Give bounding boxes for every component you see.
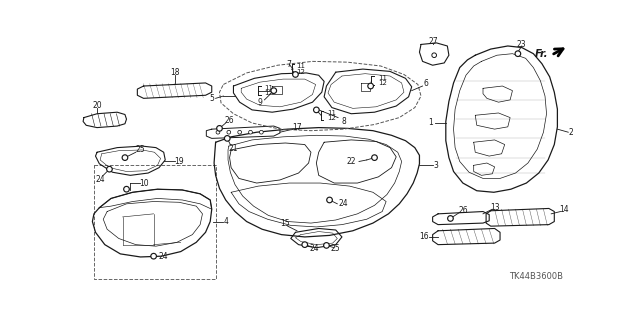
- Circle shape: [250, 131, 252, 133]
- Circle shape: [125, 188, 128, 191]
- Circle shape: [218, 127, 221, 130]
- Text: 13: 13: [491, 203, 500, 212]
- Circle shape: [216, 131, 220, 134]
- Circle shape: [239, 131, 241, 133]
- Circle shape: [314, 107, 319, 113]
- Text: 24: 24: [159, 252, 168, 261]
- Text: Fr.: Fr.: [535, 49, 548, 59]
- Circle shape: [292, 72, 298, 77]
- Text: 25: 25: [331, 244, 340, 253]
- Circle shape: [228, 131, 230, 133]
- Text: 11: 11: [264, 85, 274, 91]
- Circle shape: [151, 254, 156, 259]
- Circle shape: [373, 156, 376, 159]
- Circle shape: [368, 83, 373, 89]
- Circle shape: [238, 131, 241, 134]
- Circle shape: [448, 216, 453, 221]
- Circle shape: [294, 73, 297, 76]
- Circle shape: [369, 85, 372, 87]
- Text: 1: 1: [429, 118, 433, 128]
- Circle shape: [124, 187, 129, 192]
- Text: 24: 24: [309, 244, 319, 253]
- Circle shape: [327, 197, 332, 203]
- Text: 24: 24: [339, 199, 348, 208]
- Circle shape: [328, 198, 331, 202]
- Circle shape: [372, 155, 377, 160]
- Circle shape: [227, 131, 230, 134]
- Text: 6: 6: [424, 79, 429, 88]
- Circle shape: [217, 126, 222, 131]
- Circle shape: [226, 137, 228, 140]
- Text: 12: 12: [296, 69, 305, 75]
- Text: TK44B3600B: TK44B3600B: [509, 272, 563, 281]
- Circle shape: [107, 167, 112, 172]
- Circle shape: [124, 156, 127, 159]
- Text: 25: 25: [136, 145, 145, 154]
- Text: 26: 26: [458, 206, 468, 215]
- Text: 8: 8: [341, 117, 346, 126]
- Text: 22: 22: [346, 157, 356, 166]
- Circle shape: [122, 155, 127, 160]
- Text: 26: 26: [225, 116, 234, 125]
- Text: 2: 2: [569, 128, 573, 137]
- Text: 9: 9: [257, 98, 262, 107]
- Text: 4: 4: [223, 217, 228, 226]
- Text: 3: 3: [433, 161, 438, 170]
- Text: 5: 5: [209, 94, 214, 103]
- Circle shape: [217, 131, 219, 133]
- Text: 15: 15: [280, 219, 289, 227]
- Text: 17: 17: [292, 123, 302, 132]
- Text: 10: 10: [139, 179, 148, 188]
- Circle shape: [260, 131, 263, 134]
- Text: 11: 11: [328, 110, 337, 115]
- Text: 11: 11: [378, 75, 387, 81]
- Circle shape: [315, 108, 318, 111]
- Circle shape: [516, 52, 520, 55]
- Circle shape: [152, 255, 155, 258]
- Text: 7: 7: [287, 60, 292, 69]
- Circle shape: [432, 53, 436, 57]
- Circle shape: [325, 244, 328, 247]
- Circle shape: [515, 51, 520, 56]
- Circle shape: [324, 243, 329, 248]
- Circle shape: [260, 131, 262, 133]
- Text: 16: 16: [419, 233, 429, 241]
- Text: 18: 18: [170, 68, 179, 77]
- Text: 11: 11: [296, 63, 305, 70]
- Circle shape: [272, 89, 275, 92]
- Text: 23: 23: [517, 40, 527, 49]
- Circle shape: [225, 136, 230, 141]
- Text: 20: 20: [92, 101, 102, 110]
- Circle shape: [108, 168, 111, 171]
- Circle shape: [302, 242, 307, 247]
- Text: 12: 12: [328, 115, 336, 121]
- Text: 12: 12: [265, 90, 273, 96]
- Circle shape: [249, 131, 252, 134]
- Text: 24: 24: [95, 175, 105, 184]
- Circle shape: [449, 217, 452, 220]
- Circle shape: [303, 243, 307, 246]
- Text: 12: 12: [378, 80, 387, 86]
- Circle shape: [271, 88, 276, 93]
- Text: 27: 27: [429, 37, 438, 46]
- Text: 19: 19: [174, 157, 184, 166]
- Text: 21: 21: [228, 144, 238, 153]
- Text: 14: 14: [559, 205, 568, 214]
